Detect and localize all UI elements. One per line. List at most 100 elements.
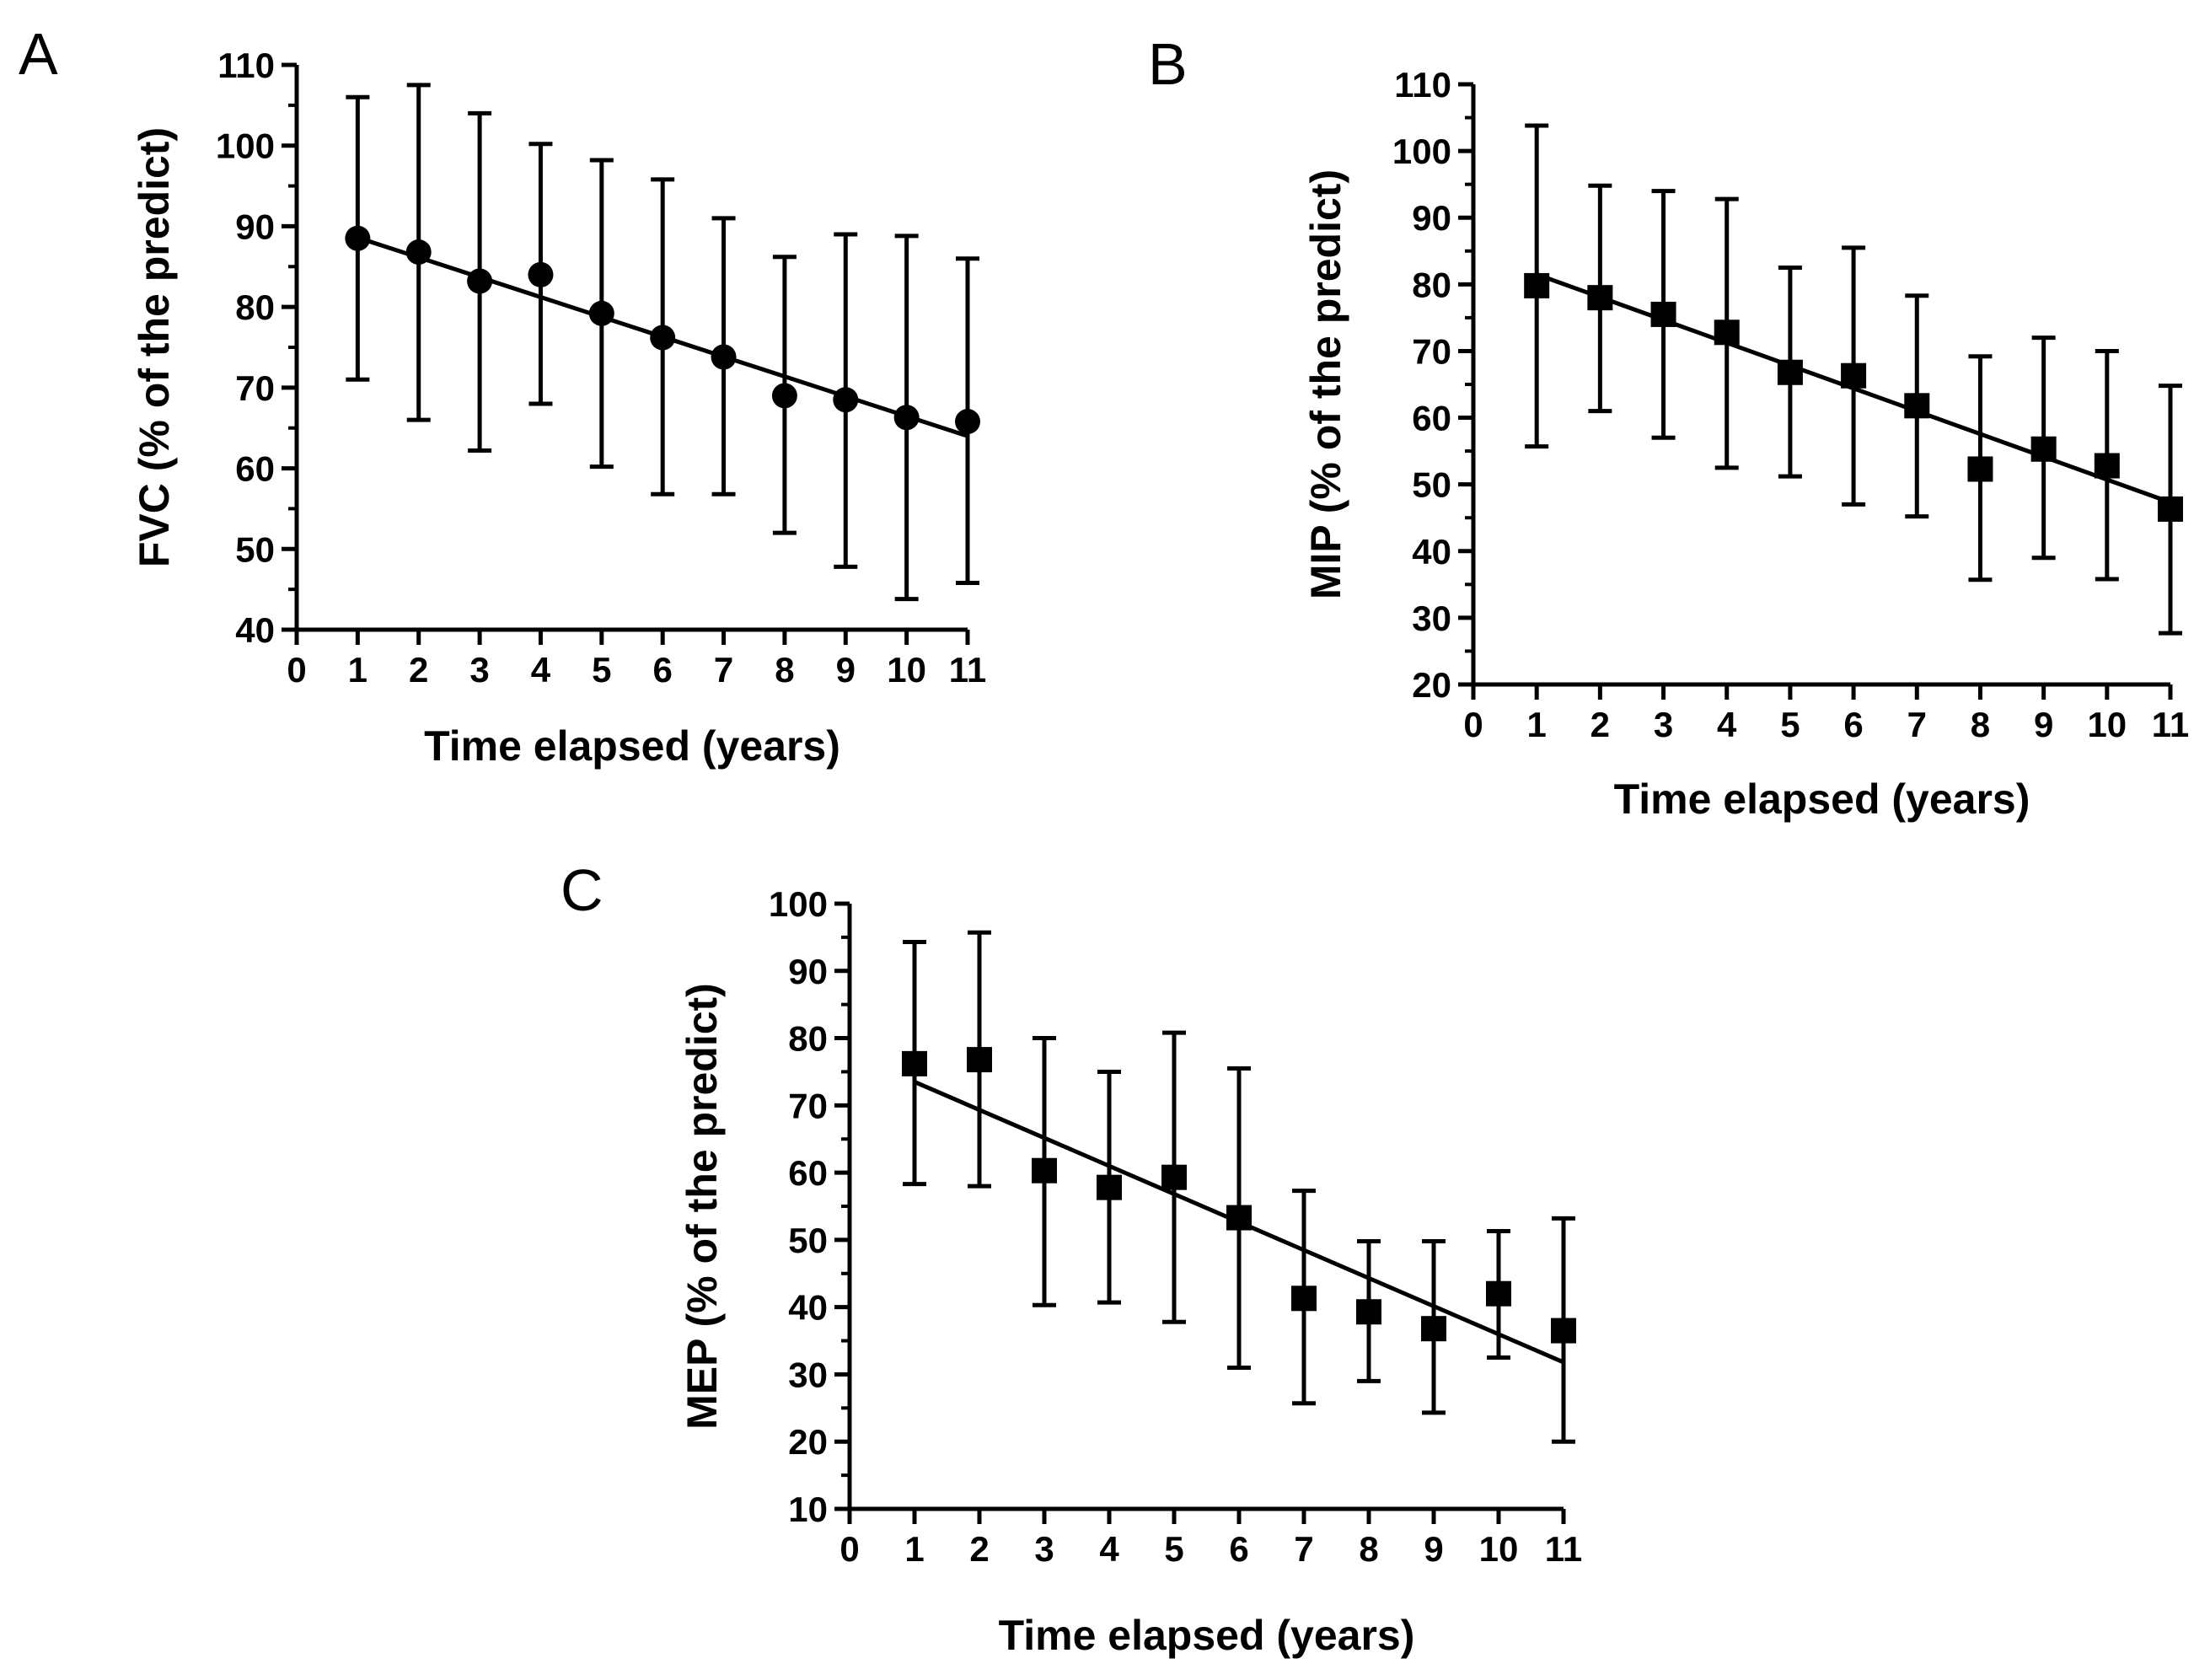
x-tick-label: 1 (348, 650, 367, 690)
y-tick-label: 50 (235, 529, 275, 569)
x-tick-label: 8 (1359, 1529, 1378, 1569)
y-tick-label: 100 (769, 884, 828, 924)
y-tick-label: 80 (235, 287, 275, 327)
x-tick-label: 3 (1654, 705, 1673, 744)
data-point (1967, 456, 1993, 482)
x-tick-label: 6 (1229, 1529, 1248, 1569)
x-tick-label: 11 (2152, 705, 2189, 744)
x-tick-label: 7 (714, 650, 733, 690)
x-tick-label: 4 (531, 650, 551, 690)
y-tick-label: 80 (1412, 265, 1451, 304)
x-tick-label: 5 (1780, 705, 1800, 744)
y-tick-label: 60 (788, 1153, 828, 1193)
x-tick-label: 0 (287, 650, 306, 690)
data-point (1777, 359, 1803, 385)
data-point (1097, 1174, 1122, 1200)
x-tick-label: 5 (592, 650, 611, 690)
y-tick-label: 60 (235, 449, 275, 489)
x-tick-label: 2 (969, 1529, 989, 1569)
y-axis-title: MEP (% of the predict) (679, 983, 726, 1430)
data-point (1524, 272, 1550, 298)
data-point (902, 1050, 927, 1076)
data-point (1486, 1280, 1511, 1307)
x-tick-label: 9 (1424, 1529, 1443, 1569)
y-tick-label: 40 (1412, 532, 1451, 572)
x-tick-label: 3 (1034, 1529, 1054, 1569)
x-tick-label: 8 (775, 650, 794, 690)
data-point (650, 325, 676, 351)
y-tick-label: 110 (217, 46, 275, 85)
y-tick-label: 20 (1412, 665, 1451, 705)
y-tick-label: 30 (1412, 598, 1451, 638)
y-tick-label: 50 (1412, 465, 1451, 505)
y-tick-label: 30 (788, 1355, 828, 1394)
data-point (2158, 496, 2183, 522)
x-tick-label: 7 (1294, 1529, 1313, 1569)
y-axis-title: MIP (% of the predict) (1302, 169, 1349, 599)
data-point (1904, 393, 1930, 419)
data-point (955, 409, 980, 435)
x-tick-label: 10 (1479, 1529, 1519, 1569)
panel-label-b: B (1148, 31, 1188, 97)
y-tick-label: 110 (1394, 65, 1451, 105)
x-tick-label: 0 (839, 1529, 859, 1569)
panel-label-c: C (561, 857, 603, 923)
x-axis-title: Time elapsed (years) (424, 722, 840, 770)
x-tick-label: 6 (1843, 705, 1863, 744)
data-point (528, 261, 554, 287)
data-point (1226, 1205, 1252, 1231)
x-tick-label: 9 (836, 650, 856, 690)
panel-c-mep-chart: C 10 20 30 40 50 60 70 80 90 100 0 1 2 3 4 5 6 7 8 9 10 11 Tim… (561, 857, 1582, 1659)
data-point (1650, 301, 1676, 327)
x-tick-label: 7 (1907, 705, 1927, 744)
x-tick-label: 4 (1099, 1529, 1119, 1569)
y-tick-label: 60 (1412, 399, 1451, 438)
x-tick-label: 0 (1463, 705, 1483, 744)
y-tick-label: 70 (788, 1086, 828, 1125)
y-tick-label: 100 (216, 126, 275, 166)
y-tick-label: 40 (788, 1288, 828, 1328)
y-tick-label: 90 (1412, 198, 1451, 238)
x-tick-label: 2 (409, 650, 428, 690)
data-point (893, 405, 920, 431)
data-point (967, 1047, 992, 1073)
data-point (1032, 1157, 1057, 1184)
x-axis-title: Time elapsed (years) (1614, 776, 2030, 823)
panel-label-a: A (19, 21, 58, 87)
x-tick-label: 9 (2034, 705, 2053, 744)
data-point (345, 225, 371, 251)
panel-b-mip-chart: B 20 30 40 50 60 70 80 90 100 110 0 1 2 3 4 5 6 7 8 9 10 11 Ti… (1148, 31, 2189, 823)
data-point (588, 300, 614, 326)
data-point (711, 344, 737, 370)
x-tick-label: 2 (1590, 705, 1610, 744)
y-tick-label: 70 (235, 368, 275, 408)
x-tick-label: 4 (1717, 705, 1737, 744)
x-tick-label: 5 (1164, 1529, 1183, 1569)
data-point (405, 239, 432, 266)
x-tick-label: 8 (1971, 705, 1990, 744)
y-tick-label: 90 (235, 207, 275, 246)
x-tick-label: 11 (1545, 1529, 1582, 1569)
y-tick-label: 50 (788, 1221, 828, 1260)
data-point (1356, 1299, 1381, 1325)
y-tick-label: 80 (788, 1019, 828, 1059)
data-point (1161, 1164, 1187, 1190)
data-point (2030, 436, 2057, 462)
data-point (1841, 362, 1867, 389)
x-tick-label: 10 (2087, 705, 2127, 744)
x-tick-label: 6 (653, 650, 673, 690)
data-point (1421, 1316, 1446, 1342)
y-tick-label: 10 (788, 1489, 828, 1529)
x-tick-label: 1 (1527, 705, 1547, 744)
x-tick-label: 11 (949, 650, 986, 690)
y-tick-label: 90 (788, 952, 828, 991)
y-axis-title: FVC (% of the predict) (131, 127, 178, 567)
data-point (833, 387, 859, 413)
data-point (2094, 453, 2120, 479)
y-tick-label: 100 (1392, 132, 1451, 171)
y-tick-label: 20 (788, 1422, 828, 1462)
data-point (1714, 319, 1740, 346)
x-tick-label: 3 (469, 650, 489, 690)
data-point (771, 383, 797, 409)
